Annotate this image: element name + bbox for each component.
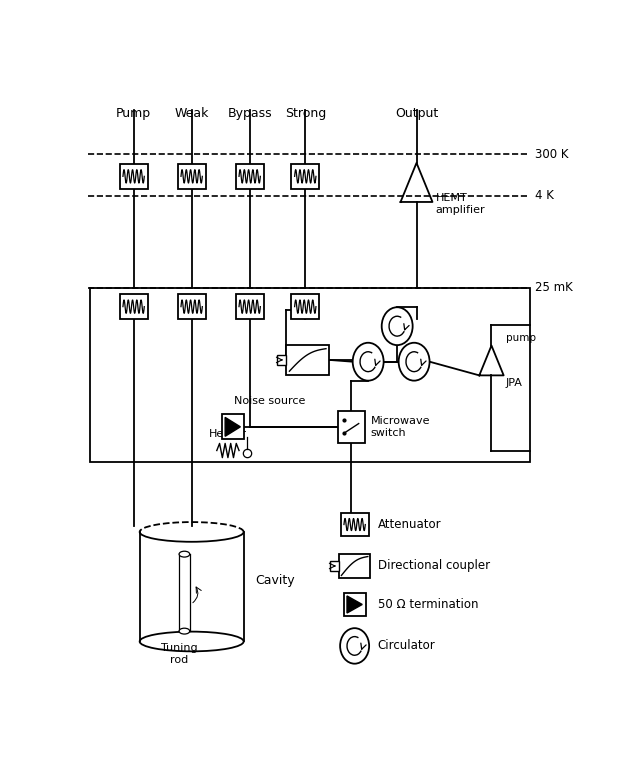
Bar — [341, 513, 369, 536]
Text: Strong: Strong — [285, 107, 326, 120]
Bar — [120, 295, 148, 319]
Text: JPA: JPA — [506, 378, 523, 388]
Bar — [344, 593, 366, 616]
Text: HEMT
amplifier: HEMT amplifier — [436, 193, 485, 215]
Bar — [236, 164, 264, 189]
Bar — [291, 164, 319, 189]
Circle shape — [399, 343, 429, 381]
Bar — [286, 345, 329, 375]
Ellipse shape — [140, 631, 243, 651]
Text: Cavity: Cavity — [256, 574, 295, 588]
Text: Directional coupler: Directional coupler — [378, 560, 490, 572]
Bar — [338, 411, 364, 443]
Bar — [339, 554, 370, 578]
Text: pump: pump — [506, 332, 536, 342]
Polygon shape — [347, 596, 363, 613]
Text: Bypass: Bypass — [227, 107, 272, 120]
Bar — [291, 295, 319, 319]
Bar — [222, 414, 243, 439]
Polygon shape — [225, 418, 240, 436]
Text: 25 mK: 25 mK — [535, 281, 573, 295]
Text: Tuning
rod: Tuning rod — [161, 643, 198, 664]
Bar — [120, 164, 148, 189]
Text: Pump: Pump — [116, 107, 151, 120]
Circle shape — [382, 308, 412, 345]
Ellipse shape — [179, 628, 190, 634]
Text: Weak: Weak — [175, 107, 209, 120]
Text: Output: Output — [395, 107, 438, 120]
Text: Microwave
switch: Microwave switch — [371, 416, 430, 438]
Text: 300 K: 300 K — [535, 148, 568, 161]
Circle shape — [340, 628, 369, 664]
Text: Attenuator: Attenuator — [378, 518, 441, 531]
Text: Noise source: Noise source — [234, 395, 305, 405]
Bar — [90, 288, 530, 462]
Bar — [178, 164, 206, 189]
Bar — [178, 295, 206, 319]
Circle shape — [353, 343, 384, 381]
Text: Circulator: Circulator — [378, 639, 436, 652]
Bar — [236, 295, 264, 319]
Bar — [277, 355, 286, 365]
Text: Heater: Heater — [208, 428, 246, 438]
Text: 50 Ω termination: 50 Ω termination — [378, 598, 479, 611]
Text: 4 K: 4 K — [535, 189, 554, 202]
Bar — [330, 561, 339, 571]
Ellipse shape — [179, 551, 190, 557]
